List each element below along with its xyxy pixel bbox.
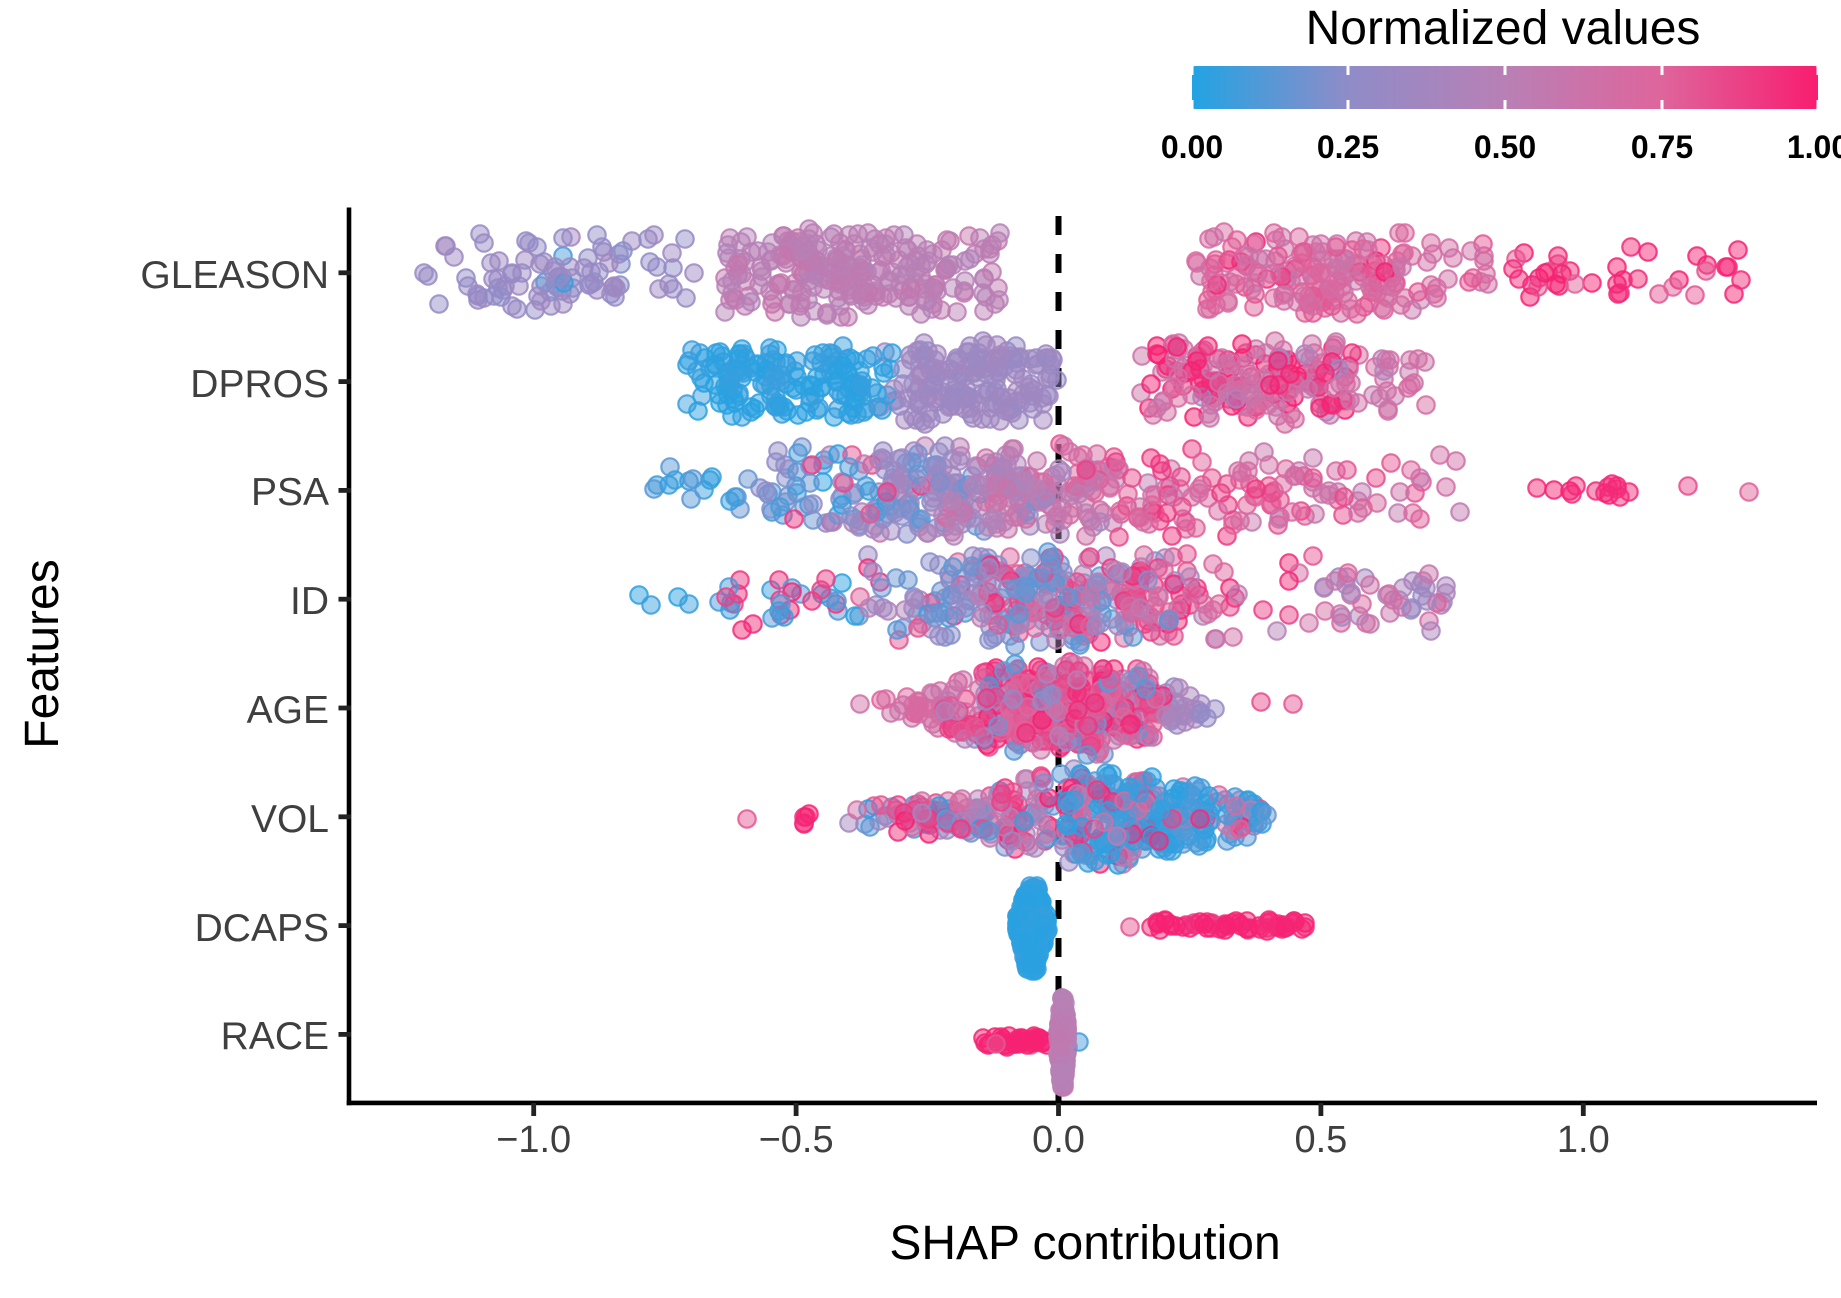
svg-text:DCAPS: DCAPS — [195, 907, 329, 950]
svg-text:0.75: 0.75 — [1631, 129, 1693, 165]
svg-text:ID: ID — [290, 580, 329, 623]
svg-text:0.50: 0.50 — [1474, 129, 1536, 165]
svg-text:0.5: 0.5 — [1294, 1119, 1347, 1161]
svg-text:GLEASON: GLEASON — [140, 254, 329, 297]
svg-text:VOL: VOL — [251, 798, 329, 841]
svg-text:0.0: 0.0 — [1032, 1119, 1085, 1161]
svg-text:PSA: PSA — [251, 471, 329, 514]
svg-text:1.0: 1.0 — [1557, 1119, 1610, 1161]
svg-text:DPROS: DPROS — [190, 363, 329, 406]
svg-text:RACE: RACE — [221, 1015, 329, 1058]
svg-text:1.00: 1.00 — [1787, 129, 1841, 165]
svg-text:−0.5: −0.5 — [759, 1119, 834, 1161]
svg-text:AGE: AGE — [247, 689, 329, 732]
svg-text:−1.0: −1.0 — [496, 1119, 571, 1161]
svg-text:0.00: 0.00 — [1161, 129, 1223, 165]
svg-text:0.25: 0.25 — [1317, 129, 1379, 165]
svg-text:Features: Features — [16, 559, 69, 748]
svg-text:Normalized values: Normalized values — [1306, 2, 1701, 55]
svg-text:SHAP contribution: SHAP contribution — [889, 1217, 1280, 1270]
